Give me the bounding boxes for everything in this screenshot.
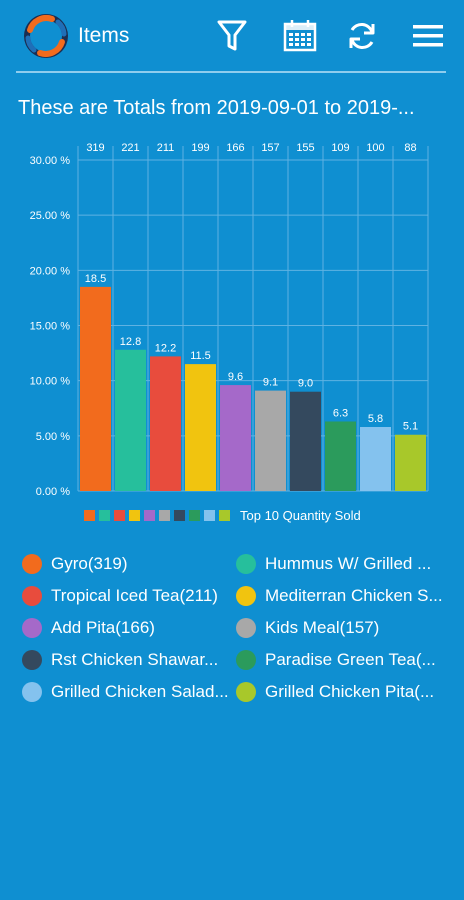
filter-button[interactable] xyxy=(212,16,252,56)
bar-value-label: 6.3 xyxy=(333,407,348,419)
bar-value-label: 9.0 xyxy=(298,378,313,390)
bar-value-label: 9.6 xyxy=(228,371,243,383)
legend-item-label: Tropical Iced Tea(211) xyxy=(51,586,218,605)
legend-item[interactable]: Tropical Iced Tea(211) xyxy=(22,580,236,612)
legend-color-dot xyxy=(22,650,42,670)
legend-item[interactable]: Mediterran Chicken S... xyxy=(236,580,450,612)
calendar-button[interactable] xyxy=(280,16,320,56)
bar xyxy=(395,434,426,491)
bar xyxy=(360,427,391,491)
legend-item-label: Grilled Chicken Salad... xyxy=(51,682,229,701)
bar-count-label: 199 xyxy=(191,142,209,154)
legend-color-dot xyxy=(236,554,256,574)
bar-value-label: 5.1 xyxy=(403,421,418,433)
legend-swatch xyxy=(159,510,170,521)
legend-item-label: Grilled Chicken Pita(... xyxy=(265,682,435,701)
bar-chart: 0.00 % 5.00 % 10.00 % 15.00 % 20.00 % 25.00 %… xyxy=(30,142,429,523)
legend-item-label: Gyro(319) xyxy=(51,554,128,573)
bar-count-label: 100 xyxy=(366,142,384,154)
legend-color-dot xyxy=(22,618,42,638)
filter-icon xyxy=(217,20,247,51)
legend-item[interactable]: Rst Chicken Shawar... xyxy=(22,644,236,676)
legend-swatch xyxy=(219,510,230,521)
legend-color-dot xyxy=(22,586,42,606)
y-tick-label: 5.00 % xyxy=(36,431,70,443)
y-tick-label: 15.00 % xyxy=(30,321,71,333)
bar xyxy=(185,364,216,491)
legend-color-dot xyxy=(236,650,256,670)
y-tick-label: 10.00 % xyxy=(30,376,71,388)
legend-color-dot xyxy=(22,554,42,574)
chart-legend-label: Top 10 Quantity Sold xyxy=(240,508,361,523)
legend-item[interactable]: Gyro(319) xyxy=(22,548,236,580)
legend-item[interactable]: Grilled Chicken Salad... xyxy=(22,676,236,708)
bar xyxy=(220,385,251,491)
bar-count-label: 166 xyxy=(226,142,244,154)
legend-item[interactable]: Grilled Chicken Pita(... xyxy=(236,676,450,708)
legend-item[interactable]: Add Pita(166) xyxy=(22,612,236,644)
bar-value-label: 18.5 xyxy=(85,273,106,285)
bar-count-label: 319 xyxy=(86,142,104,154)
legend-item[interactable]: Hummus W/ Grilled ... xyxy=(236,548,450,580)
legend-swatch xyxy=(144,510,155,521)
bar-value-label: 5.8 xyxy=(368,413,383,425)
legend-swatch xyxy=(129,510,140,521)
bar xyxy=(290,391,321,491)
legend-item-label: Mediterran Chicken S... xyxy=(265,586,443,605)
legend-item-label: Hummus W/ Grilled ... xyxy=(265,554,432,573)
legend-item[interactable]: Paradise Green Tea(... xyxy=(236,644,450,676)
bar xyxy=(325,421,356,491)
legend-item-label: Paradise Green Tea(... xyxy=(265,650,436,669)
bar-count-label: 157 xyxy=(261,142,279,154)
legend-color-dot xyxy=(22,682,42,702)
refresh-icon xyxy=(349,23,375,49)
legend-list: Gyro(319) Hummus W/ Grilled ... Tropical I… xyxy=(22,548,452,708)
legend-color-dot xyxy=(236,682,256,702)
y-tick-label: 0.00 % xyxy=(36,486,70,498)
bar-value-label: 12.8 xyxy=(120,336,141,348)
bar-count-label: 221 xyxy=(121,142,139,154)
bar xyxy=(255,390,286,491)
legend-item-label: Rst Chicken Shawar... xyxy=(51,650,219,669)
refresh-button[interactable] xyxy=(342,16,382,56)
y-tick-label: 20.00 % xyxy=(30,265,71,277)
bar xyxy=(115,349,146,491)
legend-swatch xyxy=(174,510,185,521)
report-heading: These are Totals from 2019-09-01 to 2019… xyxy=(18,97,415,119)
menu-button[interactable] xyxy=(408,16,448,56)
bar xyxy=(80,286,111,491)
bar-count-label: 109 xyxy=(331,142,349,154)
menu-icon xyxy=(413,25,443,47)
legend-color-dot xyxy=(236,618,256,638)
bar-count-label: 88 xyxy=(404,142,416,154)
bar-value-label: 11.5 xyxy=(190,350,211,362)
header-divider xyxy=(16,71,446,73)
app-logo-icon xyxy=(22,12,70,60)
legend-item-label: Kids Meal(157) xyxy=(265,618,380,637)
legend-item-label: Add Pita(166) xyxy=(51,618,155,637)
legend-swatch xyxy=(114,510,125,521)
bar-count-label: 211 xyxy=(157,142,175,154)
bar xyxy=(150,356,181,491)
legend-swatch xyxy=(204,510,215,521)
calendar-icon xyxy=(283,20,317,52)
y-tick-label: 25.00 % xyxy=(30,210,71,222)
legend-item[interactable]: Kids Meal(157) xyxy=(236,612,450,644)
legend-swatch xyxy=(99,510,110,521)
bar-value-label: 12.2 xyxy=(155,342,176,354)
legend-swatch xyxy=(189,510,200,521)
y-tick-label: 30.00 % xyxy=(30,155,71,167)
bar-value-label: 9.1 xyxy=(263,377,278,389)
legend-color-dot xyxy=(236,586,256,606)
app-bar: Items xyxy=(0,0,464,72)
legend-swatch xyxy=(84,510,95,521)
bar-count-label: 155 xyxy=(296,142,314,154)
app-title: Items xyxy=(78,24,130,47)
